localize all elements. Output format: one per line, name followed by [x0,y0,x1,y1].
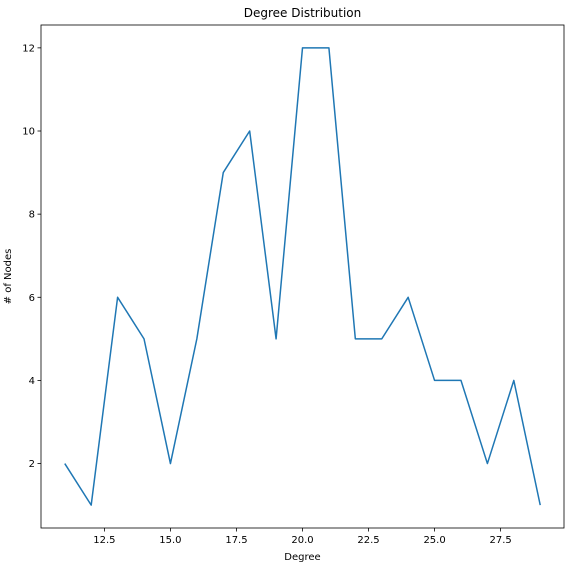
x-tick-label: 15.0 [159,535,181,546]
y-tick-label: 12 [22,43,35,54]
y-tick-label: 8 [29,210,35,221]
x-axis-label: Degree [284,552,320,563]
y-tick-label: 6 [29,293,35,304]
x-tick-label: 27.5 [489,535,511,546]
y-tick-label: 4 [29,376,35,387]
y-axis-ticks: 2 4 6 8 10 12 [22,43,41,470]
series-line [64,47,541,506]
y-axis-label: # of Nodes [3,249,14,305]
chart-title: Degree Distribution [244,6,362,20]
x-axis-ticks: 12.5 15.0 17.5 20.0 22.5 25.0 27.5 [93,528,512,546]
x-tick-label: 12.5 [93,535,115,546]
x-tick-label: 25.0 [423,535,445,546]
x-tick-label: 20.0 [291,535,313,546]
x-tick-label: 22.5 [357,535,379,546]
y-tick-label: 2 [29,459,35,470]
plot-frame [40,24,565,529]
y-tick-label: 10 [22,127,35,138]
x-tick-label: 17.5 [225,535,247,546]
